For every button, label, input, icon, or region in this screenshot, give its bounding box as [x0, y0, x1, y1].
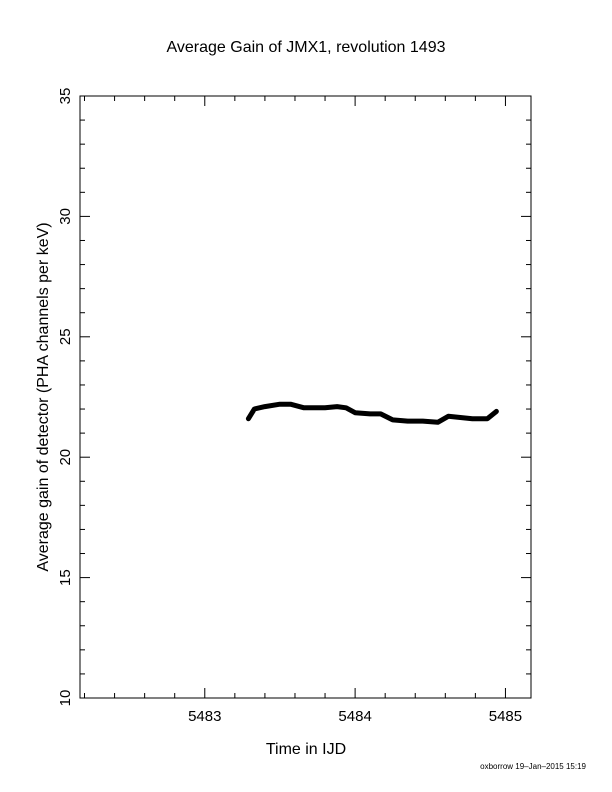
- x-axis-label: Time in IJD: [266, 741, 346, 758]
- plot-frame: [79, 95, 532, 699]
- x-tick-label: 5484: [338, 708, 371, 725]
- y-axis-label: Average gain of detector (PHA channels p…: [35, 222, 52, 571]
- y-tick-label: 35: [57, 88, 74, 105]
- chart-title: Average Gain of JMX1, revolution 1493: [167, 39, 446, 56]
- y-tick-label: 20: [57, 449, 74, 466]
- x-tick-label: 5483: [188, 708, 221, 725]
- axis-ticks: [80, 95, 531, 699]
- y-tick-label: 15: [57, 569, 74, 586]
- gain-series-line: [245, 401, 499, 425]
- y-tick-label: 10: [57, 690, 74, 707]
- y-tick-label: 25: [57, 328, 74, 345]
- y-tick-label: 30: [57, 208, 74, 225]
- series-layer: [245, 401, 499, 425]
- x-tick-label: 5485: [489, 708, 522, 725]
- footer-credit: oxborrow 19–Jan–2015 15:19: [480, 762, 586, 771]
- axis-tick-labels: 10 15 20 25 30 35 5483 5484 5485: [57, 88, 522, 725]
